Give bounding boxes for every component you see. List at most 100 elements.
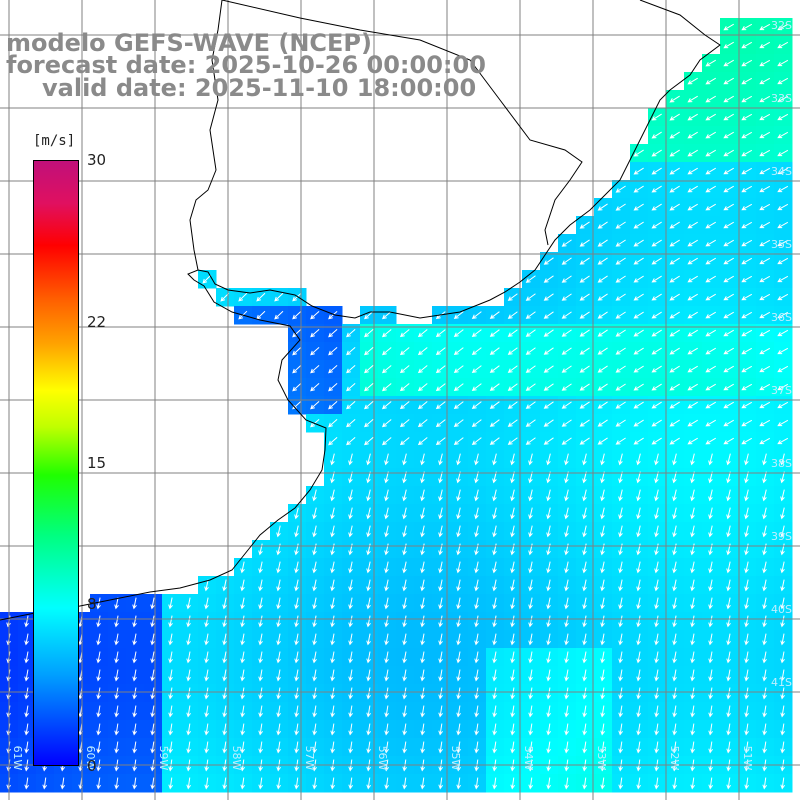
wind-arrow	[690, 669, 695, 682]
wind-arrow	[456, 741, 461, 754]
wind-arrow	[762, 579, 767, 592]
wind-arrow	[633, 329, 644, 337]
wind-arrow	[579, 221, 590, 229]
wind-arrow	[618, 561, 623, 574]
wind-arrow	[780, 453, 785, 466]
wind-arrow	[759, 347, 771, 355]
wind-arrow	[417, 329, 428, 338]
wind-arrow	[654, 633, 659, 646]
wind-arrow	[600, 633, 605, 646]
wind-arrow	[525, 365, 536, 373]
wind-arrow	[328, 364, 338, 374]
wind-arrow	[561, 257, 572, 265]
wind-arrow	[186, 741, 191, 754]
wind-arrow	[528, 507, 533, 520]
wind-arrow	[654, 507, 659, 520]
wind-arrow	[366, 633, 371, 646]
wind-arrow	[420, 777, 426, 790]
wind-arrow	[669, 401, 680, 409]
wind-arrow	[582, 489, 587, 502]
wind-arrow	[348, 669, 353, 682]
wind-arrow	[435, 383, 446, 392]
wind-arrow	[510, 687, 515, 700]
wind-arrow	[777, 203, 789, 211]
wind-arrow	[615, 347, 626, 355]
wind-arrow	[633, 167, 644, 175]
wind-arrow	[723, 383, 735, 391]
wind-arrow	[741, 419, 753, 427]
wind-arrow	[474, 579, 479, 592]
wind-arrow	[24, 687, 29, 700]
wind-arrow	[453, 347, 464, 356]
wind-arrow	[471, 437, 482, 445]
wind-arrow	[438, 777, 444, 790]
wind-arrow	[471, 365, 482, 373]
wind-arrow	[330, 615, 335, 628]
wind-arrow	[708, 669, 713, 682]
wind-arrow	[417, 437, 428, 446]
wind-arrow	[384, 651, 389, 664]
wind-arrow	[618, 543, 623, 556]
wind-arrow	[366, 543, 371, 556]
wind-arrow	[777, 293, 789, 301]
wind-arrow	[364, 347, 374, 356]
wind-arrow	[328, 382, 338, 392]
wind-arrow	[186, 687, 191, 700]
wind-arrow	[582, 615, 587, 628]
wind-arrow	[777, 167, 789, 175]
wind-arrow	[723, 275, 735, 283]
wind-arrow	[777, 185, 789, 193]
wind-arrow	[762, 543, 767, 556]
wind-arrow	[525, 383, 536, 391]
wind-arrow	[579, 347, 590, 355]
longitude-label: 59W	[157, 746, 170, 771]
wind-arrow	[438, 723, 443, 736]
wind-arrow	[777, 239, 789, 247]
wind-arrow	[777, 257, 789, 265]
wind-arrow	[546, 543, 551, 556]
wind-arrow	[24, 723, 29, 736]
wind-arrow	[346, 419, 356, 428]
wind-arrow	[723, 113, 735, 121]
wind-arrow	[328, 436, 338, 446]
wind-arrow	[132, 777, 138, 790]
wind-arrow	[543, 275, 554, 283]
wind-arrow	[636, 705, 641, 718]
wind-arrow	[708, 543, 713, 556]
wind-arrow	[222, 651, 227, 664]
wind-arrow	[615, 365, 626, 373]
wind-arrow	[687, 419, 698, 427]
wind-arrow	[687, 167, 698, 175]
wind-arrow	[96, 687, 101, 700]
wind-arrow	[204, 741, 209, 754]
wind-arrow	[759, 77, 771, 85]
wind-arrow	[633, 275, 644, 283]
wind-arrow	[420, 651, 425, 664]
wind-arrow	[690, 561, 695, 574]
wind-arrow	[654, 705, 659, 718]
wind-arrow	[759, 23, 771, 31]
wind-arrow	[471, 329, 482, 337]
wind-arrow	[744, 579, 749, 592]
wind-arrow	[150, 633, 155, 646]
wind-arrow	[561, 347, 572, 355]
wind-arrow	[705, 185, 716, 193]
wind-arrow	[507, 293, 518, 301]
wind-arrow	[384, 507, 389, 520]
wind-arrow	[274, 310, 284, 320]
wind-arrow	[780, 579, 785, 592]
wind-arrow	[222, 615, 227, 628]
wind-arrow	[186, 705, 191, 718]
wind-arrow	[600, 525, 605, 538]
wind-arrow	[708, 561, 713, 574]
wind-arrow	[258, 633, 263, 646]
wind-arrow	[723, 149, 735, 157]
wind-arrow	[777, 23, 789, 31]
wind-arrow	[564, 741, 569, 754]
wind-arrow	[348, 741, 353, 754]
wind-arrow	[364, 365, 374, 374]
wind-arrow	[744, 777, 750, 790]
wind-arrow	[348, 705, 353, 718]
wind-arrow	[474, 453, 479, 466]
